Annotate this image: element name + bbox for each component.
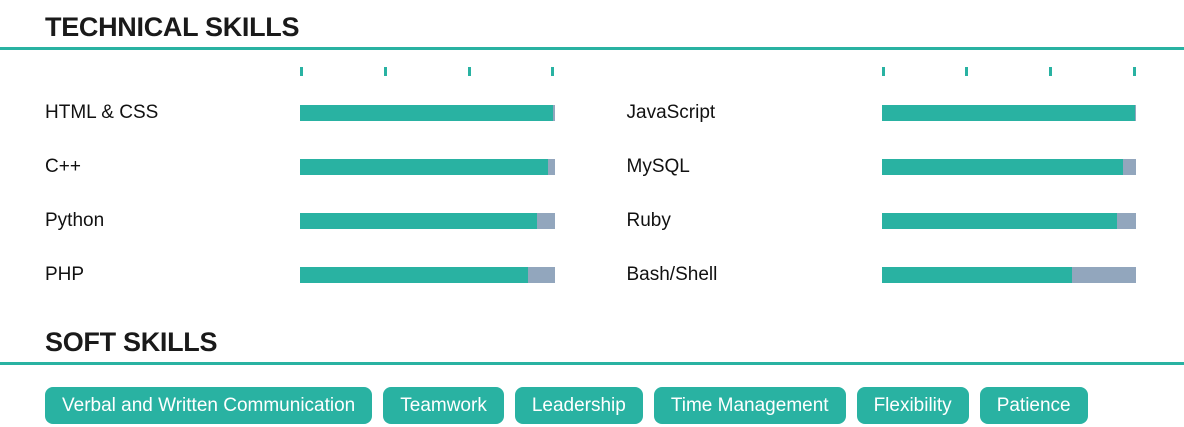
skill-bar-track [881, 267, 1136, 283]
skill-row: C++ [45, 140, 555, 194]
skill-label: HTML & CSS [45, 102, 159, 123]
soft-skill-tag: Patience [979, 387, 1088, 424]
skill-label: JavaScript [626, 102, 716, 123]
skill-bar-fill [881, 159, 1124, 175]
skill-bar-track [300, 267, 555, 283]
scale-ticks-row [627, 67, 1137, 76]
section-divider-rule [0, 362, 1184, 365]
tick-mark [1132, 67, 1136, 76]
skill-bar-track [881, 159, 1136, 175]
skill-row: Python [45, 194, 555, 248]
tick-mark [1049, 67, 1053, 76]
skill-bar-fill [300, 213, 537, 229]
skill-bar-fill [881, 213, 1117, 229]
skill-bar-track [881, 105, 1136, 121]
soft-skill-tag: Leadership [514, 387, 643, 424]
skill-row: JavaScript [626, 86, 1136, 140]
tick-mark [383, 67, 387, 76]
tick-mark [300, 67, 303, 76]
skill-label: Ruby [626, 210, 671, 231]
soft-skills-tags-row: Verbal and Written Communication Teamwor… [0, 365, 1184, 424]
soft-skill-tag: Time Management [653, 387, 846, 424]
skills-column-left: HTML & CSS C++ Python [45, 67, 555, 302]
skill-row: MySQL [626, 140, 1136, 194]
tick-mark [467, 67, 471, 76]
skill-bar-fill [300, 159, 549, 175]
tick-mark [965, 67, 969, 76]
skill-bar-fill [300, 105, 554, 121]
skill-label: Bash/Shell [626, 264, 718, 285]
skill-row: Ruby [626, 194, 1136, 248]
skill-label: C++ [45, 156, 81, 177]
skill-label: Python [45, 210, 105, 231]
soft-skill-tag: Verbal and Written Communication [45, 387, 373, 424]
skill-bar-track [881, 213, 1136, 229]
tick-mark [551, 67, 555, 76]
skill-bar-track [300, 159, 555, 175]
soft-skill-tag: Flexibility [856, 387, 969, 424]
tick-mark [881, 67, 885, 76]
skill-row: PHP [45, 248, 555, 302]
skill-bar-fill [881, 267, 1073, 283]
skills-column-right: JavaScript MySQL Ruby [626, 67, 1137, 302]
technical-skills-section: TECHNICAL SKILLS HTML & CSS [0, 12, 1184, 302]
skill-bar-track [300, 105, 555, 121]
skill-label: MySQL [626, 156, 690, 177]
skills-grid: HTML & CSS C++ Python [0, 50, 1184, 302]
skill-bar-fill [300, 267, 528, 283]
skill-row: Bash/Shell [626, 248, 1136, 302]
section-divider-rule [0, 47, 1184, 50]
technical-skills-title: TECHNICAL SKILLS [45, 12, 300, 42]
scale-ticks-row [45, 67, 555, 76]
skill-bar-track [300, 213, 555, 229]
soft-skills-section: SOFT SKILLS Verbal and Written Communica… [0, 302, 1184, 424]
skill-bar-fill [881, 105, 1135, 121]
skill-row: HTML & CSS [45, 86, 555, 140]
skill-label: PHP [45, 264, 85, 285]
soft-skill-tag: Teamwork [383, 387, 504, 424]
soft-skills-title: SOFT SKILLS [45, 327, 218, 357]
